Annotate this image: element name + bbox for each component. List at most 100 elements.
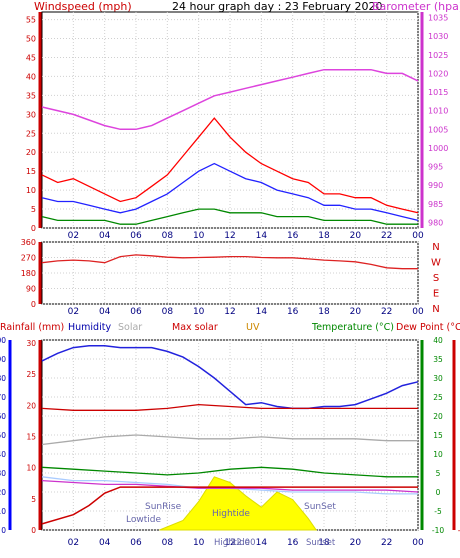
wind-y-tick-4: 20: [26, 148, 36, 157]
legend-item-6: Dew Point (°C): [396, 322, 460, 333]
baro-y-tick-8: 1020: [428, 69, 448, 78]
dir-x-tick-3: 08: [162, 307, 174, 317]
dir-y-tick-3: 270: [21, 254, 36, 263]
series-rainfall: [41, 486, 418, 525]
temp-y-tick-8: 30: [433, 374, 443, 383]
compass-label-2: S: [433, 273, 439, 284]
temp-x-tick-1: 04: [99, 538, 111, 548]
temp-y-tick-7: 25: [433, 393, 443, 402]
baro-y-tick-5: 1005: [428, 125, 448, 134]
humidity-y-tick-5: 50: [0, 431, 6, 440]
dir-x-tick-10: 22: [381, 307, 392, 317]
temp-x-tick-9: 20: [350, 538, 362, 548]
legend-item-3: Max solar: [172, 322, 218, 333]
rain-y-tick-6: 30: [26, 339, 36, 348]
annotation-2: Hightide: [212, 509, 250, 519]
series-average: [41, 162, 419, 222]
temp-y-tick-3: 5: [436, 469, 441, 478]
dir-x-tick-8: 18: [318, 307, 330, 317]
humidity-y-tick-1: 10: [0, 507, 6, 516]
dir-x-tick-5: 12: [224, 307, 235, 317]
legend-item-1: Humidity: [68, 322, 111, 333]
annotation-3: SunSet: [304, 502, 336, 512]
baro-y-tick-9: 1025: [428, 51, 448, 60]
series-humidity: [41, 344, 419, 410]
series-temperature: [41, 466, 418, 478]
chart-title-right: Barometer (hpa): [372, 0, 460, 13]
temp-y-tick-2: 0: [436, 488, 441, 497]
wind-y-tick-5: 25: [26, 129, 36, 138]
wind-x-tick-5: 12: [224, 231, 235, 241]
rain-y-tick-2: 10: [26, 464, 36, 473]
rain-y-tick-3: 15: [26, 433, 36, 442]
wind-y-tick-3: 15: [26, 167, 36, 176]
legend-item-5: Temperature (°C): [311, 322, 394, 333]
dewpoint-y-tick-0: -10: [458, 526, 460, 535]
legend-item-4: UV: [246, 322, 260, 333]
wind-x-tick-7: 16: [287, 231, 299, 241]
series-solar: [41, 434, 418, 446]
legend-item-2: Solar: [118, 322, 142, 333]
compass-label-4: N: [432, 304, 439, 315]
temp-x-tick-8: 18: [318, 538, 330, 548]
wind-x-tick-8: 18: [318, 231, 330, 241]
wind-x-tick-10: 22: [381, 231, 392, 241]
dir-y-tick-0: 0: [31, 300, 36, 309]
compass-label-3: E: [433, 289, 439, 300]
dir-x-tick-9: 20: [350, 307, 362, 317]
wind-y-tick-1: 5: [31, 205, 36, 214]
dir-x-tick-0: 02: [68, 307, 79, 317]
rain-y-tick-1: 5: [31, 495, 36, 504]
rain-y-tick-4: 20: [26, 401, 36, 410]
legend-item-0: Rainfall (mm): [0, 322, 64, 333]
wind-x-tick-1: 04: [99, 231, 111, 241]
temp-y-tick-1: -5: [434, 507, 442, 516]
temp-y-tick-5: 15: [433, 431, 443, 440]
compass-label-0: N: [432, 242, 439, 253]
wind-x-tick-0: 02: [68, 231, 79, 241]
humidity-y-tick-0: 0: [1, 526, 6, 535]
wind-y-tick-6: 30: [26, 110, 36, 119]
chart-title-left: Windspeed (mph): [34, 0, 132, 13]
temp-y-tick-0: -10: [432, 526, 444, 535]
baro-y-tick-6: 1010: [428, 107, 448, 116]
temp-x-tick-3: 08: [162, 538, 174, 548]
temp-x-tick-7: 16: [287, 538, 299, 548]
bottom-label-0: Hightide: [214, 538, 250, 548]
wind-y-tick-0: 0: [31, 224, 36, 233]
temp-x-tick-6: 14: [256, 538, 268, 548]
rain-y-tick-0: 0: [31, 526, 36, 535]
series-direction: [41, 254, 418, 270]
baro-y-tick-2: 990: [428, 181, 443, 190]
series-gust: [41, 117, 419, 214]
temp-x-tick-2: 06: [130, 538, 142, 548]
wind-y-tick-9: 45: [26, 53, 36, 62]
rain-y-tick-5: 25: [26, 370, 36, 379]
wind-x-tick-11: 00: [412, 231, 424, 241]
bottom-label-1: 12:00: [231, 538, 256, 548]
temp-y-tick-10: 40: [433, 336, 443, 345]
temp-x-tick-4: 10: [193, 538, 205, 548]
bottom-label-2: Sunset: [306, 538, 336, 548]
series-barometer: [41, 68, 419, 131]
humidity-y-tick-10: 100: [0, 336, 6, 345]
baro-y-tick-0: 980: [428, 218, 443, 227]
dir-y-tick-1: 90: [26, 285, 36, 294]
baro-y-tick-10: 1030: [428, 32, 448, 41]
annotation-1: SunRise: [145, 502, 182, 512]
baro-y-tick-1: 985: [428, 200, 443, 209]
temp-x-tick-11: 00: [412, 538, 424, 548]
dir-y-tick-2: 180: [21, 269, 36, 278]
baro-y-tick-4: 1000: [428, 144, 448, 153]
humidity-y-tick-2: 20: [0, 488, 6, 497]
baro-y-tick-3: 995: [428, 163, 443, 172]
wind-x-tick-9: 20: [350, 231, 362, 241]
wind-x-tick-6: 14: [256, 231, 268, 241]
dir-x-tick-7: 16: [287, 307, 299, 317]
humidity-y-tick-7: 70: [0, 393, 6, 402]
wind-y-tick-8: 40: [26, 72, 36, 81]
chart-title: 24 hour graph day : 23 February 2020: [172, 0, 383, 13]
wind-x-tick-2: 06: [130, 231, 142, 241]
